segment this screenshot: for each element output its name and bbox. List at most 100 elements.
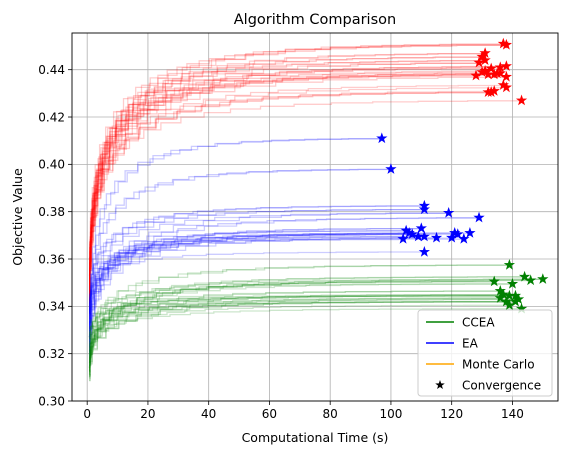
run-trace bbox=[89, 217, 480, 367]
run-trace bbox=[88, 301, 508, 378]
y-tick-label: 0.36 bbox=[38, 252, 65, 266]
run-trace bbox=[89, 278, 544, 347]
run-trace bbox=[89, 84, 504, 303]
run-trace bbox=[89, 238, 404, 314]
run-trace bbox=[89, 71, 483, 302]
run-trace bbox=[89, 212, 450, 324]
convergence-star-marker bbox=[506, 277, 519, 289]
convergence-star-marker bbox=[470, 69, 482, 81]
series-ccea-runs bbox=[88, 264, 544, 382]
series-ea-runs bbox=[88, 138, 480, 367]
run-trace bbox=[89, 56, 483, 294]
run-trace bbox=[89, 44, 508, 309]
x-tick-label: 140 bbox=[501, 407, 524, 421]
convergence-star-marker bbox=[537, 273, 549, 284]
convergence-star-marker bbox=[476, 66, 488, 77]
convergence-star-marker bbox=[485, 86, 497, 97]
legend-label: Monte Carlo bbox=[462, 357, 535, 371]
convergence-star-marker bbox=[415, 222, 427, 234]
convergence-star-marker bbox=[509, 295, 522, 307]
run-trace bbox=[89, 53, 486, 307]
convergence-star-marker bbox=[418, 230, 430, 242]
convergence-star-marker bbox=[500, 60, 512, 71]
convergence-star-marker bbox=[430, 231, 443, 243]
convergence-star-marker bbox=[385, 163, 397, 174]
convergence-star-marker bbox=[515, 94, 528, 106]
run-trace bbox=[89, 227, 422, 355]
run-trace bbox=[89, 74, 489, 293]
run-trace bbox=[89, 278, 544, 376]
run-trace bbox=[89, 308, 523, 363]
convergence-star-marker bbox=[488, 275, 500, 287]
x-tick-label: 0 bbox=[83, 407, 91, 421]
run-trace bbox=[89, 66, 508, 316]
run-trace bbox=[89, 90, 495, 306]
convergence-star-marker bbox=[446, 231, 458, 243]
legend-swatch-star bbox=[435, 380, 445, 390]
run-trace bbox=[89, 281, 495, 374]
convergence-star-marker bbox=[479, 54, 491, 65]
legend-label: EA bbox=[462, 336, 479, 350]
run-trace bbox=[88, 294, 504, 368]
run-trace bbox=[89, 295, 517, 339]
run-trace bbox=[89, 290, 501, 353]
run-trace bbox=[89, 60, 486, 281]
run-trace bbox=[89, 293, 504, 340]
x-tick-label: 60 bbox=[262, 407, 277, 421]
run-trace bbox=[89, 264, 511, 362]
axes-frame bbox=[71, 32, 559, 402]
run-trace bbox=[89, 52, 486, 304]
run-trace bbox=[89, 217, 480, 348]
run-trace bbox=[89, 208, 425, 313]
run-trace bbox=[89, 59, 486, 278]
run-trace bbox=[89, 233, 413, 310]
run-trace bbox=[89, 301, 517, 367]
run-trace bbox=[89, 230, 407, 323]
convergence-star-marker bbox=[525, 274, 537, 286]
convergence-markers bbox=[376, 37, 549, 314]
run-trace bbox=[88, 295, 511, 364]
convergence-star-marker bbox=[503, 299, 516, 310]
run-trace bbox=[89, 72, 501, 299]
run-trace bbox=[89, 232, 456, 333]
y-tick-label: 0.44 bbox=[38, 63, 65, 77]
legend: CCEA EA Monte Carlo Convergence bbox=[417, 309, 553, 397]
run-trace bbox=[89, 43, 504, 319]
series-ea-convergence bbox=[376, 132, 485, 257]
convergence-star-marker bbox=[418, 203, 430, 215]
run-trace bbox=[89, 279, 532, 377]
run-trace bbox=[89, 236, 419, 329]
series-monte-carlo-convergence bbox=[470, 37, 528, 106]
run-trace bbox=[89, 44, 508, 275]
run-trace bbox=[88, 233, 413, 338]
run-trace bbox=[89, 62, 480, 286]
run-trace bbox=[89, 227, 422, 353]
legend-label: Convergence bbox=[462, 378, 541, 392]
x-tick-label: 100 bbox=[379, 407, 402, 421]
run-trace bbox=[88, 281, 495, 375]
y-tick-label: 0.30 bbox=[38, 394, 65, 408]
run-trace bbox=[89, 212, 450, 366]
convergence-star-marker bbox=[500, 38, 512, 50]
convergence-star-marker bbox=[452, 228, 464, 239]
run-trace bbox=[89, 232, 410, 345]
run-trace bbox=[89, 91, 489, 304]
run-trace bbox=[89, 298, 520, 363]
y-axis-label: Objective Value bbox=[10, 168, 25, 266]
convergence-star-marker bbox=[488, 68, 500, 80]
run-trace bbox=[89, 208, 425, 330]
legend-box bbox=[417, 309, 553, 397]
run-trace bbox=[89, 232, 471, 364]
run-trace bbox=[89, 279, 532, 382]
run-trace bbox=[89, 304, 511, 372]
convergence-star-marker bbox=[376, 132, 388, 144]
run-trace bbox=[89, 168, 392, 343]
y-tick-label: 0.34 bbox=[38, 300, 65, 314]
y-tick-label: 0.32 bbox=[38, 347, 65, 361]
run-trace bbox=[89, 138, 383, 352]
convergence-star-marker bbox=[485, 62, 497, 74]
run-trace bbox=[89, 237, 438, 324]
run-trace bbox=[89, 67, 501, 281]
run-trace bbox=[89, 298, 520, 381]
